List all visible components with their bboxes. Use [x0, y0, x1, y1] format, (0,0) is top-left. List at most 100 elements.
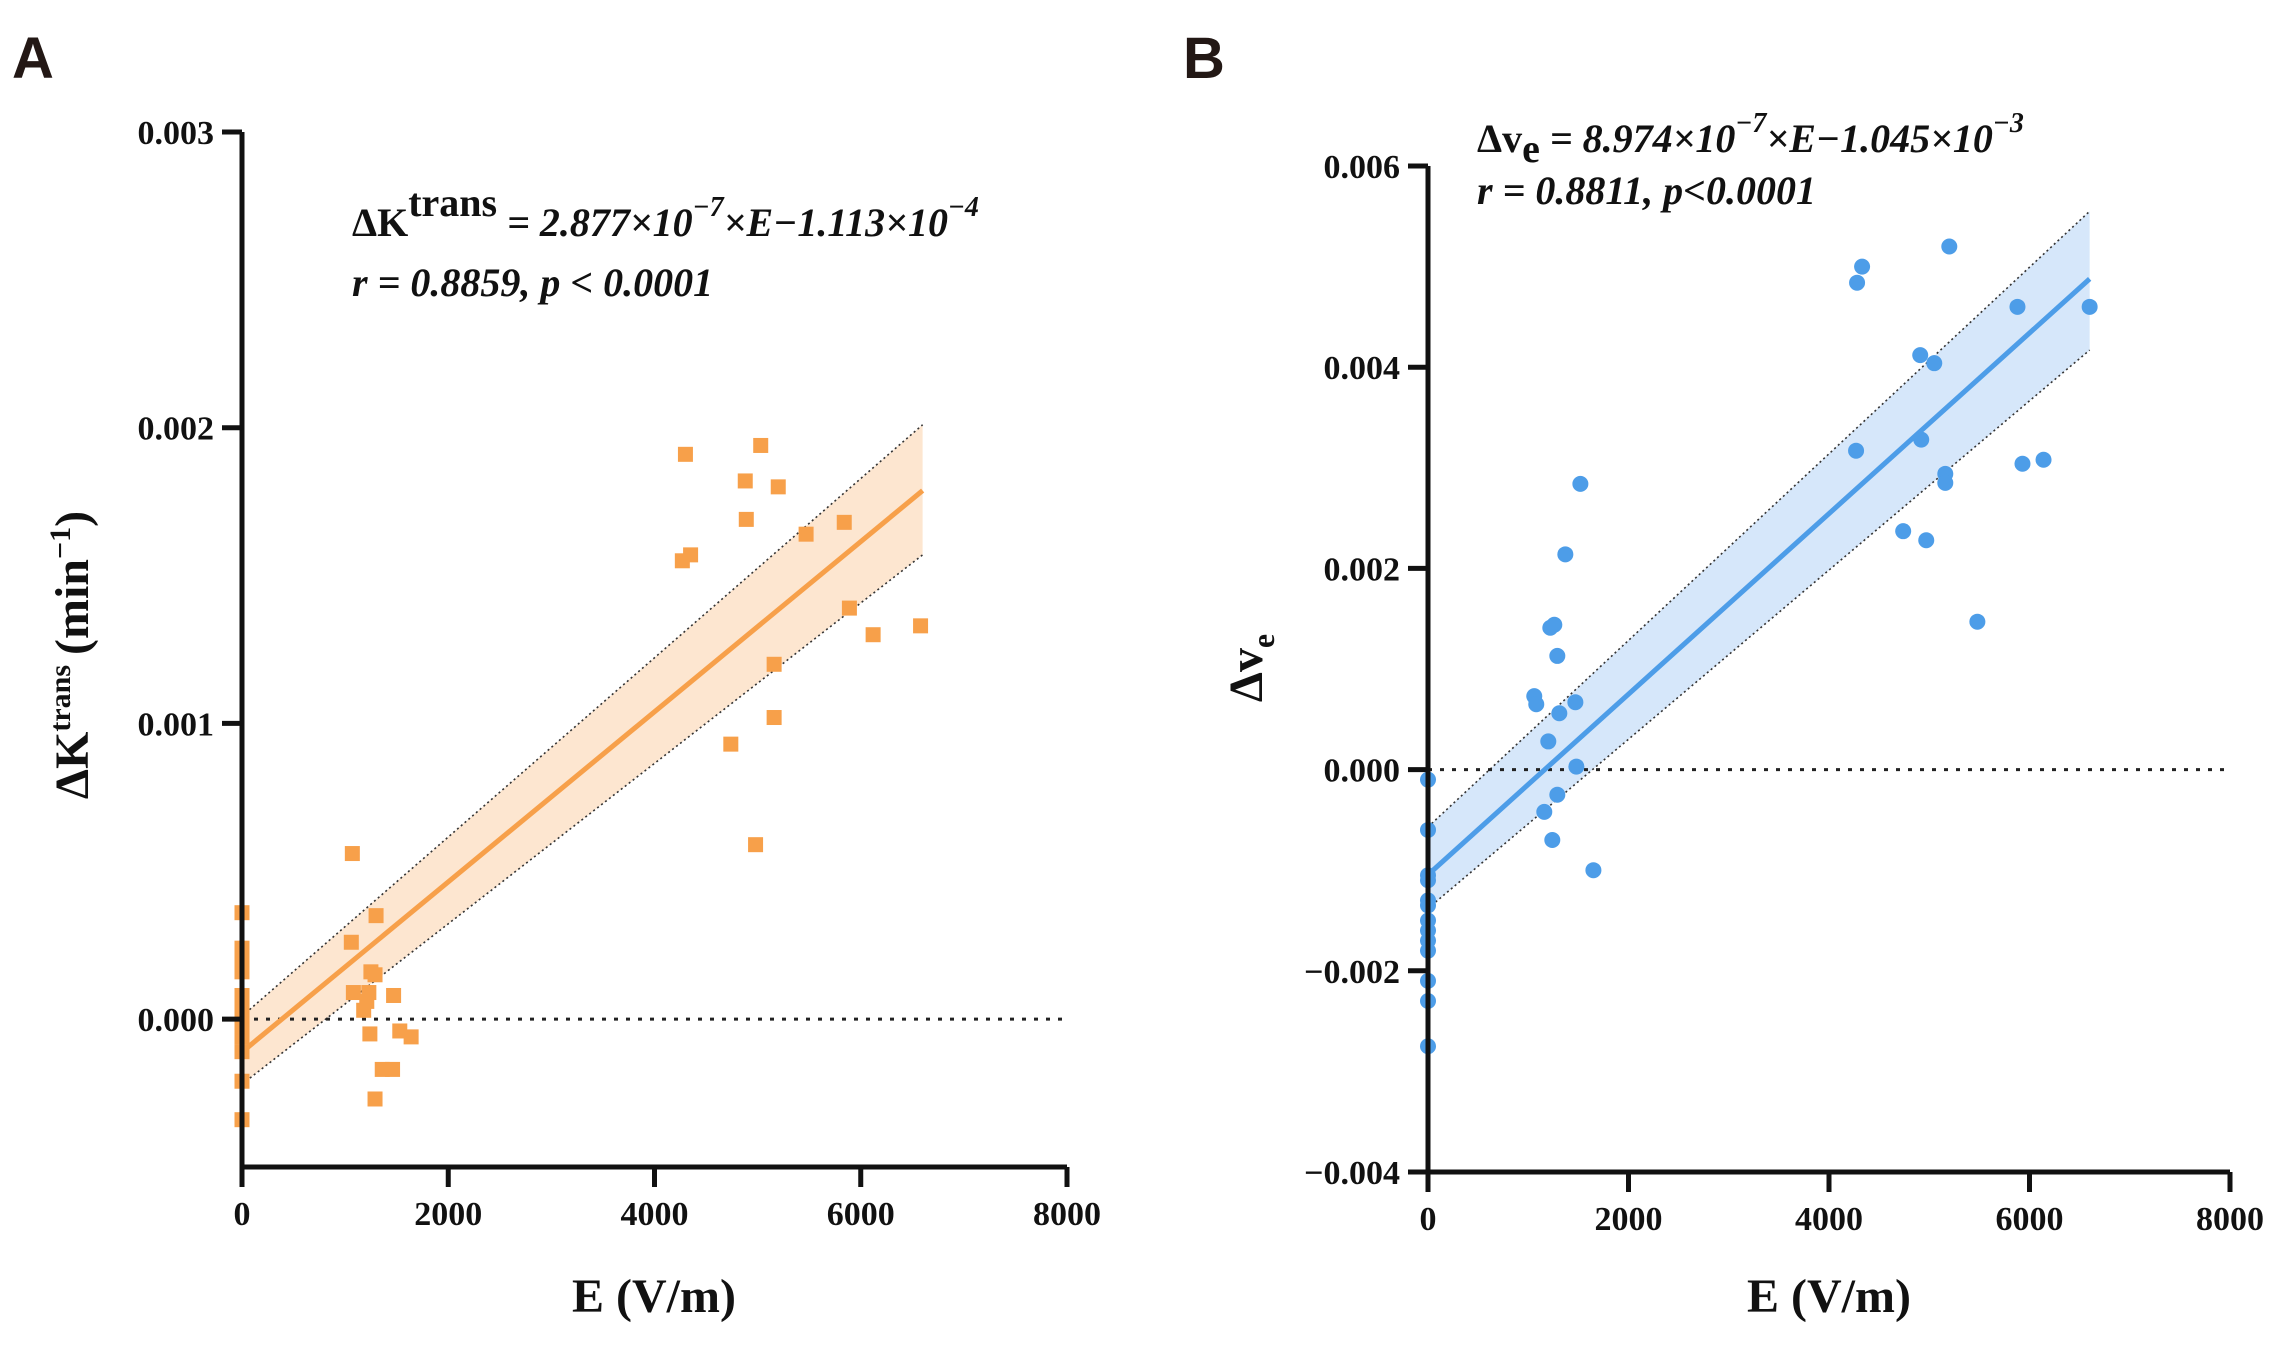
- data-point: [1567, 694, 1584, 711]
- y-tick-label: 0.003: [138, 115, 215, 152]
- data-point: [1912, 347, 1929, 364]
- data-point: [2081, 298, 2098, 315]
- panel-b-eq-exp1: −7: [1735, 108, 1767, 139]
- data-point: [1918, 532, 1935, 549]
- data-point: [753, 437, 769, 453]
- data-point: [683, 547, 699, 563]
- panel-b-fit-line: [1426, 277, 2092, 877]
- data-point: [368, 908, 384, 924]
- data-point: [1568, 758, 1585, 775]
- panel-b-y-label: Δve: [1220, 634, 1281, 702]
- x-tick-label: 0: [234, 1196, 251, 1233]
- data-point: [737, 473, 753, 489]
- data-point: [1549, 786, 1566, 803]
- data-point: [677, 446, 693, 462]
- x-tick-label: 6000: [827, 1196, 895, 1233]
- data-point: [343, 934, 359, 950]
- panel-a-eq-exp2: −4: [948, 192, 979, 223]
- confidence-upper-line: [1427, 210, 2091, 828]
- panel-a-x-label: E (V/m): [572, 1270, 736, 1323]
- y-tick-label: 0.004: [1324, 350, 1401, 387]
- data-point: [362, 1026, 378, 1042]
- panel-b-eq-mid: ×E−1.045×10: [1766, 116, 1993, 161]
- data-point: [1937, 474, 1954, 491]
- x-tick-label: 2000: [1595, 1201, 1663, 1238]
- data-point: [344, 846, 360, 862]
- y-tick-label: 0.000: [1324, 753, 1401, 790]
- data-point: [1926, 355, 1943, 372]
- x-tick-label: 0: [1420, 1201, 1437, 1238]
- data-point: [1536, 803, 1553, 820]
- panel-b-eq-lhs: Δv: [1477, 116, 1522, 161]
- data-point: [798, 526, 814, 542]
- confidence-band-area: [242, 424, 923, 1085]
- confidence-band-area: [1428, 211, 2090, 909]
- y-tick-label: 0.002: [138, 411, 215, 448]
- panel-a-eq-lhs: ΔK: [352, 200, 408, 245]
- panel-a-y-label-sup: trans: [44, 665, 77, 732]
- data-point: [836, 514, 852, 530]
- panel-a-y-ticks: 0.000 0.001 0.002 0.003: [138, 115, 242, 1039]
- y-tick-label: 0.001: [138, 706, 215, 743]
- panel-b-letter: B: [1183, 26, 1225, 91]
- panel-a-fit-line: [240, 488, 925, 1054]
- data-point: [770, 479, 786, 495]
- data-point: [841, 600, 857, 616]
- y-tick-label: 0.006: [1324, 149, 1401, 186]
- panel-a-eq-lhs-sup: trans: [408, 180, 497, 225]
- data-point: [1849, 274, 1866, 291]
- panel-a-y-label-unit-sup: −1: [44, 527, 77, 559]
- data-point: [1848, 442, 1865, 459]
- panel-a: A 0.000 0.001 0.002 0.003 0 2000 4000 6000 8000…: [12, 26, 1101, 1323]
- y-tick-label: −0.002: [1304, 954, 1400, 991]
- panel-a-y-label-base: ΔK: [46, 732, 99, 799]
- panel-a-x-ticks: 0 2000 4000 6000 8000: [234, 1167, 1101, 1233]
- data-point: [1544, 832, 1561, 849]
- panel-a-eq-exp1: −7: [693, 192, 725, 223]
- data-point: [1540, 733, 1557, 750]
- data-point: [865, 627, 881, 643]
- x-tick-label: 8000: [1033, 1196, 1101, 1233]
- confidence-lower-line: [1427, 349, 2091, 910]
- x-tick-label: 6000: [1996, 1201, 2064, 1238]
- data-point: [2035, 451, 2052, 468]
- confidence-upper-line: [241, 424, 924, 1017]
- panel-b-equation: Δve = 8.974×10−7×E−1.045×10−3: [1477, 108, 2024, 171]
- panel-b-points: [1420, 238, 2098, 1055]
- data-point: [766, 710, 782, 726]
- y-tick-label: 0.002: [1324, 551, 1401, 588]
- panel-b-y-ticks: −0.004 −0.002 0.000 0.002 0.004 0.006: [1304, 149, 1428, 1192]
- x-tick-label: 8000: [2196, 1201, 2264, 1238]
- data-point: [1895, 523, 1912, 540]
- data-point: [345, 985, 361, 1001]
- panel-b-y-label-sub: e: [1245, 634, 1281, 648]
- panel-b-stats: r = 0.8811, p<0.0001: [1477, 168, 1816, 213]
- x-tick-label: 4000: [621, 1196, 689, 1233]
- data-point: [367, 967, 383, 983]
- panel-a-y-label: ΔKtrans (min−1): [44, 511, 99, 799]
- data-point: [2014, 455, 2031, 472]
- y-tick-label: 0.000: [138, 1002, 215, 1039]
- panel-a-letter: A: [12, 26, 54, 91]
- data-point: [1557, 546, 1574, 563]
- data-point: [738, 511, 754, 527]
- data-point: [386, 987, 402, 1003]
- data-point: [385, 1061, 401, 1077]
- data-point: [367, 1091, 383, 1107]
- data-point: [1941, 238, 1958, 255]
- data-point: [1854, 258, 1871, 275]
- confidence-lower-line: [241, 554, 924, 1085]
- panel-a-y-label-unit-suffix: ): [46, 511, 99, 527]
- data-point: [359, 993, 375, 1009]
- data-point: [1572, 475, 1589, 492]
- panel-b-x-label: E (V/m): [1747, 1270, 1911, 1323]
- panel-b-confidence-band: [1427, 210, 2091, 910]
- data-point: [392, 1023, 408, 1039]
- data-point: [748, 837, 764, 853]
- panel-b: B −0.004 −0.002 0.000 0.002 0.004 0.006 0 2000…: [1183, 26, 2264, 1323]
- panel-a-confidence-band: [241, 424, 924, 1085]
- panel-a-y-label-unit-prefix: (min: [46, 559, 99, 655]
- panel-a-equation: ΔKtrans = 2.877×10−7×E−1.113×10−4: [352, 180, 979, 245]
- panel-b-eq-rhs: = 8.974×10: [1540, 116, 1736, 161]
